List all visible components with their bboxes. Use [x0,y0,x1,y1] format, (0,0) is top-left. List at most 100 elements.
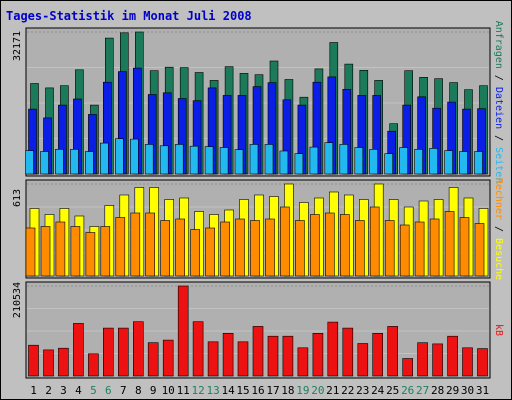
x-tick-label: 14 [221,384,235,397]
bar-seiten [159,145,169,175]
panel-visits-hosts: 613 Rechner / Besuche [12,178,504,280]
x-tick-label: 3 [60,384,67,397]
bar-seiten [130,138,139,175]
bar-kb [357,343,369,377]
series-legend: kB [493,324,504,336]
x-tick-label: 7 [120,384,127,397]
bar-kb [207,341,219,377]
x-tick-label: 13 [206,384,219,397]
bar-seiten [249,144,259,175]
bar-seiten [369,149,379,175]
x-tick-label: 5 [90,384,97,397]
bar-seiten [219,147,229,175]
x-tick-label: 21 [326,384,339,397]
bar-kb [58,347,69,377]
x-tick-label: 1 [30,384,37,397]
bar-rechner [444,211,455,277]
x-tick-label: 31 [476,384,489,397]
series-seiten [25,138,483,175]
bar-seiten [414,149,423,175]
x-tick-label: 25 [386,384,399,397]
bar-seiten [25,150,34,175]
bar-seiten [234,149,244,175]
bar-kb [252,326,264,377]
bar-seiten [384,153,394,175]
y-max-label: 210534 [12,282,23,318]
x-tick-label: 12 [191,384,204,397]
bar-kb [222,332,234,377]
x-tick-label: 2 [45,384,52,397]
bar-kb [372,332,384,377]
bar-kb [88,353,99,377]
chart-panels: 32171 Anfragen / Dateien / Seiten 613 Rechn… [12,21,504,379]
bar-kb [192,321,204,377]
bar-kb [118,327,129,377]
bar-rechner [115,217,126,277]
x-tick-label: 28 [431,384,444,397]
bar-kb [297,347,309,377]
x-tick-label: 20 [311,384,324,397]
bar-rechner [324,212,335,277]
bar-rechner [220,221,230,277]
bar-rechner [354,220,365,277]
x-tick-label: 23 [356,384,369,397]
panel-hits-files-pages: 32171 Anfragen / Dateien / Seiten [12,21,504,184]
chart-title: Tages-Statistik im Monat Juli 2008 [6,9,252,23]
legend-entry: / [493,220,504,238]
legend-entry: Seiten [493,147,504,183]
bar-seiten [174,144,184,175]
x-axis-day-labels: 1 2 3 4 5 6 7 8 9 10 11 12 13 14 15 16 17 18 19 20 21 22 23 24 2… [30,384,489,397]
bar-seiten [85,151,94,175]
bar-seiten [354,147,364,175]
bar-seiten [144,144,154,175]
bar-kb [342,327,354,377]
bar-seiten [279,150,289,175]
bar-kb [43,349,54,377]
x-tick-label: 18 [281,384,294,397]
bar-kb [162,339,174,377]
legend-entry: Rechner [493,178,504,220]
legend-entry: kB [493,324,504,336]
legend-entry: / [493,129,504,147]
bar-seiten [264,144,274,175]
x-tick-label: 22 [341,384,354,397]
x-tick-label: 19 [296,384,309,397]
bar-seiten [399,147,409,175]
bar-rechner [235,218,245,277]
bar-seiten [100,142,109,175]
bar-kb [73,323,84,377]
bar-seiten [70,149,79,175]
bar-rechner [384,220,395,277]
x-tick-label: 17 [266,384,279,397]
bar-seiten [55,149,64,175]
y-max-label: 613 [12,189,23,207]
bar-seiten [339,144,349,175]
bar-kb [177,285,189,377]
bar-rechner [205,227,215,277]
bar-kb [417,342,428,377]
bar-kb [402,358,414,377]
x-tick-label: 10 [162,384,175,397]
bar-seiten [204,146,214,175]
x-tick-label: 4 [75,384,82,397]
bar-seiten [429,148,438,175]
bar-seiten [309,146,319,175]
bar-rechner [70,226,81,277]
x-tick-label: 29 [446,384,459,397]
bar-rechner [40,226,51,277]
series-dateien [28,67,486,175]
bar-kb [267,335,279,377]
series-kb [28,285,488,377]
legend-entry: Anfragen [493,21,504,69]
series-rechner [25,206,485,277]
bar-kb [387,326,399,377]
bar-rechner [130,212,141,277]
bar-rechner [160,220,170,277]
bar-rechner [100,226,111,277]
legend-entry: / [493,69,504,87]
bar-rechner [429,218,440,277]
x-tick-label: 16 [251,384,264,397]
legend-entry: Besuche [493,238,504,280]
bar-kb [282,335,294,377]
